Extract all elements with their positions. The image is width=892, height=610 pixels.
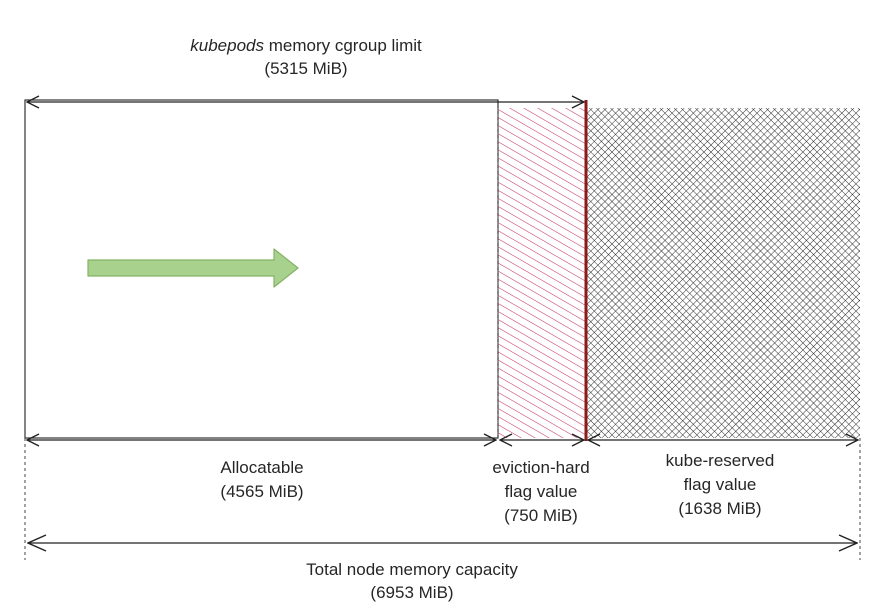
kube-reserved-value: (1638 MiB) bbox=[678, 499, 761, 518]
eviction-hard-value: (750 MiB) bbox=[504, 506, 578, 525]
eviction-hard-label: eviction-hard bbox=[492, 458, 589, 477]
eviction-hard-sublabel: flag value bbox=[505, 482, 578, 501]
eviction-hard-region bbox=[498, 108, 586, 438]
cgroup-limit-label: kubepods memory cgroup limit bbox=[190, 36, 422, 55]
kube-reserved-sublabel: flag value bbox=[684, 475, 757, 494]
allocatable-value: (4565 MiB) bbox=[220, 482, 303, 501]
growth-arrow-icon bbox=[87, 248, 299, 288]
total-capacity-value: (6953 MiB) bbox=[370, 583, 453, 602]
cgroup-limit-value: (5315 MiB) bbox=[264, 59, 347, 78]
kube-reserved-label: kube-reserved bbox=[666, 451, 775, 470]
total-capacity-label: Total node memory capacity bbox=[306, 560, 518, 579]
kube-reserved-region bbox=[586, 108, 860, 438]
allocatable-label: Allocatable bbox=[220, 458, 303, 477]
